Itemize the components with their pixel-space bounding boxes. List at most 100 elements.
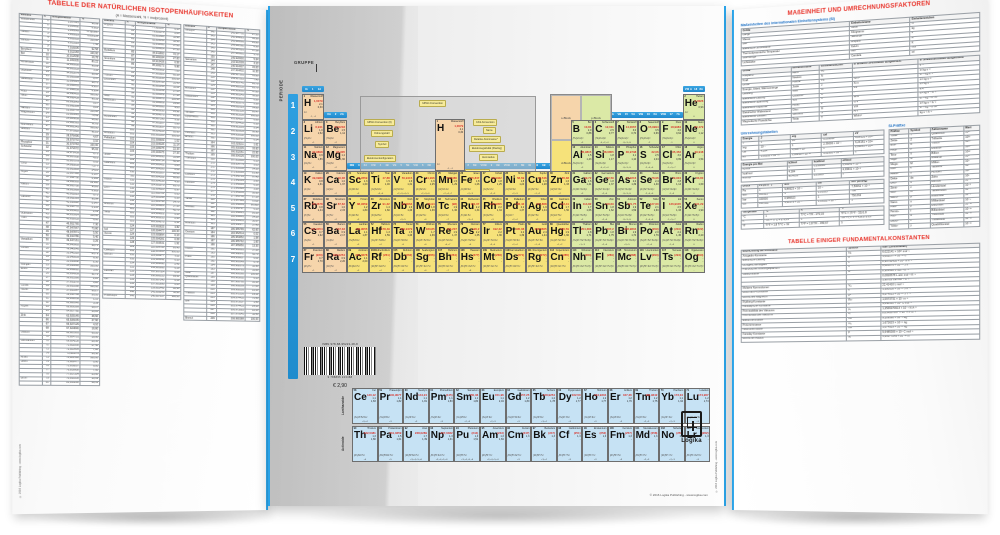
element-cell-In[interactable]: 49 Indium In 114,82 1,7 1,66 [Kr]4d¹⁰5s²5p¹ +3 (570, 196, 594, 222)
element-cell-He[interactable]: 2 Helium He 4,0026-0,93 1s² 0 (682, 94, 706, 120)
element-cell-Y[interactable]: 39 Yttrium Y 88,9059 1,2 1,80 [Kr]4d¹5s² +3 (346, 196, 370, 222)
element-cell-Am[interactable]: 95 Americium Am (243) 1,3 1,84 [Rn]5f⁷7s² +3,+4… (480, 426, 506, 462)
element-cell-Mt[interactable]: 109 Meitnerium Mt (268) - - [Rn]5f¹⁴6d⁷7s² - (481, 247, 504, 274)
element-cell-C[interactable]: 6 Kohlenstoff C 12,011 2,5 0,77 [He]2s²2p² -4,+… (593, 119, 616, 146)
element-cell-Cn[interactable]: 112 Copernicium Cn (285) - - [Rn]5f¹⁴6d¹⁰7s² - (548, 247, 571, 274)
element-cell-As[interactable]: 33 Arsen As 74,9216 2,0 1,39 [Ar]3d¹⁰4s²4p³ -3,… (615, 170, 638, 197)
element-cell-K[interactable]: 19 Kalium K 39,0983 0,8 2,31 [Ar]4s¹ +1 (302, 170, 325, 197)
element-cell-Dy[interactable]: 66 Dysprosium Dy 162,50 1,2 1,77 [Xe]4f¹⁰6s² +3 (556, 388, 583, 424)
element-cell-Os[interactable]: 76 Osmium Os 190,2 2,2 1,35 [Xe]4f¹⁴5d⁶6s² +4 (458, 222, 482, 248)
element-cell-Pd[interactable]: 46 Palladium Pd 106,42 2,2 1,37 [Kr]4d¹⁰ +2,+4 (503, 196, 526, 222)
element-cell-Fr[interactable]: 87 Francium Fr (223) 0,7 2,70 [Rn]7s¹ +1 (302, 247, 325, 274)
element-cell-Li[interactable]: 3 Lithium Li 6,941 1,0 1,52 [He]2s¹ +1 (302, 119, 325, 146)
element-cell-Po[interactable]: 84 Polonium Po (209) 2,0 1,76 [Xe]4f¹⁴5d¹⁰6s²6… (638, 222, 661, 248)
element-cell-W[interactable]: 74 Wolfram W 183,85 1,7 1,39 [Xe]4f¹⁴5d⁴6s² +6 (414, 222, 437, 248)
element-cell-Ir[interactable]: 77 Iridium Ir 192,22 2,2 1,36 [Xe]4f¹⁴5d⁷6s² +3… (481, 222, 504, 248)
element-cell-F[interactable]: 9 Fluor F 18,9984 4,0 0,64 [He]2s²2p⁵ -1 (660, 119, 683, 146)
element-cell-Sm[interactable]: 62 Samarium Sm 150,36 1,1 1,80 [Xe]4f⁶6s² +2,+3 (454, 388, 480, 424)
element-cell-O[interactable]: 8 Sauerstoff O 15,9994 3,5 0,66 [He]2s²2p⁴ -2 (638, 119, 661, 146)
element-cell-Ca[interactable]: 20 Calcium Ca 40,08 1,0 1,97 [Ar]4s² +2 (324, 170, 347, 197)
element-cell-Rn[interactable]: 86 Radon Rn (222) -2,20 [Xe]4f¹⁴5d¹⁰6s²6p⁶ 0 (682, 222, 706, 248)
element-cell-P[interactable]: 15 Phosphor P 30,9738 2,1 1,10 [Ne]3s²3p³ -3,+3… (615, 145, 638, 171)
element-cell-Nh[interactable]: 113 Nihonium Nh (284) - - [Rn]5f¹⁴6d¹⁰7s²7p¹ - (570, 247, 594, 274)
element-cell-Hs[interactable]: 108 Hassium Hs (277) - - [Rn]5f¹⁴6d⁶7s² +8 (458, 247, 482, 274)
element-cell-Ho[interactable]: 67 Holmium Ho 164,9304 1,2 1,77 [Xe]4f¹¹6s² +3 (582, 388, 608, 424)
element-cell-Zn[interactable]: 30 Zink Zn 65,38 1,6 1,33 [Ar]3d¹⁰4s² +2 (548, 170, 571, 197)
element-cell-S[interactable]: 16 Schwefel S 32,06 2,5 1,04 [Ne]3s²3p⁴ -2,+4,+… (638, 145, 661, 171)
element-cell-Si[interactable]: 14 Silicium Si 28,0855 1,8 1,17 [Ne]3s²3p² -4,+… (593, 145, 616, 171)
element-cell-At[interactable]: 85 Astat At (210) 2,2 1,45 [Xe]4f¹⁴5d¹⁰6s²6p⁵ -… (660, 222, 683, 248)
element-cell-Rf[interactable]: 104 Rutherfordium Rf (261) - - [Rn]5f¹⁴6d²7s² +… (369, 247, 392, 274)
element-cell-Co[interactable]: 27 Cobalt Co 58,9332 1,8 1,25 [Ar]3d⁷4s² +2,+3 (481, 170, 504, 197)
element-cell-Bi[interactable]: 83 Bismut Bi 208,9804 1,9 1,70 [Xe]4f¹⁴5d¹⁰6s²… (615, 222, 638, 248)
element-cell-Ru[interactable]: 44 Ruthenium Ru 101,07 2,2 1,34 [Kr]4d⁷5s¹ +3,+… (458, 196, 482, 222)
element-cell-Yb[interactable]: 70 Ytterbium Yb 173,04 1,1 1,94 [Xe]4f¹⁴6s² +2,… (659, 388, 685, 424)
element-cell-Fe[interactable]: 26 Eisen Fe 55,847 1,8 1,26 [Ar]3d⁶4s² +2,+3 (458, 170, 482, 197)
element-cell-Xe[interactable]: 54 Xenon Xe 131,29-1,90 [Kr]4d¹⁰5s²5p⁶ 0 (682, 196, 706, 222)
element-cell-Au[interactable]: 79 Gold Au 196,9665 2,4 1,44 [Xe]4f¹⁴5d¹⁰6s¹ +1… (526, 222, 549, 248)
element-cell-Bk[interactable]: 97 Berkelium Bk (247) 1,3- [Rn]5f⁹7s² +3,+4 (531, 426, 557, 462)
element-cell-Es[interactable]: 99 Einsteinium Es (252) 1,3- [Rn]5f¹¹7s² +3 (582, 426, 608, 462)
element-cell-Cm[interactable]: 96 Curium Cm (247) 1,3- [Rn]5f⁷6d¹7s² +3 (505, 426, 532, 462)
element-cell-Pr[interactable]: 59 Praseodym Pr 140,9077 1,1 1,82 [Xe]4f³6s² +3 (377, 388, 404, 424)
element-cell-Pm[interactable]: 61 Promethium Pm (145) 1,1 1,80 [Xe]4f⁵6s² +3 (428, 388, 455, 424)
element-cell-Br[interactable]: 35 Brom Br 79,904 2,8 1,14 [Ar]3d¹⁰4s²4p⁵ -1,+5 (660, 170, 683, 197)
element-cell-Og[interactable]: 118 Oganesson Og (294) - - [Rn]5f¹⁴6d¹⁰7s²7p⁶ - (682, 247, 706, 274)
element-cell-Mn[interactable]: 25 Mangan Mn 54,9380 1,5 1,29 [Ar]3d⁵4s² +2,+4,… (436, 170, 459, 197)
element-cell-Ne[interactable]: 10 Neon Ne 20,179-1,12 [He]2s²2p⁶ 0 (682, 119, 706, 146)
element-cell-Bh[interactable]: 107 Bohrium Bh (264) - - [Rn]5f¹⁴6d⁵7s² +7 (436, 247, 459, 274)
element-cell-H[interactable]: 1 Wasserstoff H 1,0079 2,1 0,30 1s¹ -1, +1 (302, 94, 325, 120)
element-cell-Tc[interactable]: 43 Technetium Tc (98) 1,9 1,36 [Kr]4d⁵5s² +7 (436, 196, 459, 222)
element-cell-Ts[interactable]: 117 Tenness Ts (294) - - [Rn]5f¹⁴6d¹⁰7s²7p⁵ - (660, 247, 683, 274)
element-cell-Sn[interactable]: 50 Zinn Sn 118,69 1,8 1,62 [Kr]4d¹⁰5s²5p² +2,+4 (593, 196, 616, 222)
element-cell-Cs[interactable]: 55 Caesium Cs 132,9054 0,7 2,62 [Xe]6s¹ +1 (302, 222, 325, 248)
element-cell-Ga[interactable]: 31 Gallium Ga 69,72 1,6 1,41 [Ar]3d¹⁰4s²4p¹ +3 (570, 170, 594, 197)
element-cell-Ba[interactable]: 56 Barium Ba 137,33 0,9 2,17 [Xe]6s² +2 (324, 222, 347, 248)
element-cell-Al[interactable]: 13 Aluminium Al 26,9815 1,5 1,43 [Ne]3s²3p¹ +3 (570, 145, 594, 171)
element-cell-Na[interactable]: 11 Natrium Na 22,9898 0,9 1,86 [Ne]3s¹ +1 (302, 145, 325, 171)
element-cell-Sr[interactable]: 38 Strontium Sr 87,62 1,0 2,15 [Kr]5s² +2 (324, 196, 347, 222)
element-cell-Rg[interactable]: 111 Roentgenium Rg (272) - - [Rn]5f¹⁴6d⁹7s² - (526, 247, 549, 274)
element-cell-Cu[interactable]: 29 Kupfer Cu 63,546 1,9 1,28 [Ar]3d¹⁰4s¹ +1,+2 (526, 170, 549, 197)
element-cell-Re[interactable]: 75 Rhenium Re 186,207 1,9 1,37 [Xe]4f¹⁴5d⁵6s² +… (436, 222, 459, 248)
element-cell-Md[interactable]: 101 Mendelevium Md (258) 1,3- [Rn]5f¹³7s² +2,+… (633, 426, 660, 462)
element-cell-Pu[interactable]: 94 Plutonium Pu (244) 1,3 1,51 [Rn]5f⁶7s² +3,+4… (454, 426, 480, 462)
element-cell-Ar[interactable]: 18 Argon Ar 39,948-1,54 [Ne]3s²3p⁶ 0 (682, 145, 706, 171)
element-cell-I[interactable]: 53 Iod I 126,9045 2,5 1,33 [Kr]4d¹⁰5s²5p⁵ -1,+5… (660, 196, 683, 222)
element-cell-Sg[interactable]: 106 Seaborgium Sg (266) - - [Rn]5f¹⁴6d⁴7s² +6 (414, 247, 437, 274)
element-cell-Tm[interactable]: 69 Thulium Tm 168,9342 1,2 1,75 [Xe]4f¹³6s² +2,… (633, 388, 660, 424)
element-cell-Ti[interactable]: 22 Titan Ti 47,88 1,5 1,46 [Ar]3d²4s² +3,+4 (369, 170, 392, 197)
element-cell-Ta[interactable]: 73 Tantal Ta 180,9479 1,5 1,46 [Xe]4f¹⁴5d³6s² +… (391, 222, 414, 248)
element-cell-Pb[interactable]: 82 Blei Pb 207,2 1,8 1,75 [Xe]4f¹⁴5d¹⁰6s²6p² +2… (593, 222, 616, 248)
element-cell-Gd[interactable]: 64 Gadolinium Gd 157,25 1,2 1,80 [Xe]4f⁷5d¹6s²… (505, 388, 532, 424)
element-cell-V[interactable]: 23 Vanadium V 50,9415 1,6 1,31 [Ar]3d³4s² +2,+3… (391, 170, 414, 197)
element-cell-Te[interactable]: 52 Tellur Te 127,60 2,1 1,60 [Kr]4d¹⁰5s²5p⁴ -2,… (638, 196, 661, 222)
element-cell-Mg[interactable]: 12 Magnesium Mg 24,305 1,2 1,60 [Ne]3s² +2 (324, 145, 347, 171)
element-cell-Lv[interactable]: 116 Livermorium Lv (293) - - [Rn]5f¹⁴6d¹⁰7s²7p… (638, 247, 661, 274)
element-cell-Be[interactable]: 4 Beryllium Be 9,01218 1,5 1,12 [He]2s² +2 (324, 119, 347, 146)
element-cell-No[interactable]: 102 Nobelium No (259) 1,3- [Rn]5f¹⁴7s² +2,+3 (659, 426, 685, 462)
element-cell-Ds[interactable]: 110 Darmstadtium Ds (271) - - [Rn]5f¹⁴6d⁸7s² - (503, 247, 526, 274)
element-cell-Er[interactable]: 68 Erbium Er 167,26 1,2 1,76 [Xe]4f¹²6s² +3 (608, 388, 634, 424)
element-cell-Cr[interactable]: 24 Chrom Cr 51,996 1,6 1,25 [Ar]3d⁵4s¹ +2,+3,+6 (414, 170, 437, 197)
element-cell-Cf[interactable]: 98 Californium Cf (251) 1,3- [Rn]5f¹⁰7s² +3 (556, 426, 583, 462)
element-cell-Pt[interactable]: 78 Platin Pt 195,08 2,2 1,39 [Xe]4f¹⁴5d⁹6s¹ +2,… (503, 222, 526, 248)
element-cell-Ra[interactable]: 88 Radium Ra 226,0254 0,9 2,20 [Rn]7s² +2 (324, 247, 347, 274)
element-cell-Tl[interactable]: 81 Thallium Tl 204,383 1,8 1,71 [Xe]4f¹⁴5d¹⁰6s… (570, 222, 594, 248)
element-cell-Cd[interactable]: 48 Cadmium Cd 112,41 1,7 1,50 [Kr]4d¹⁰5s² +2 (548, 196, 571, 222)
element-cell-Pa[interactable]: 91 Protactinium Pa 231,0359 1,5 1,61 [Rn]5f²6d… (377, 426, 404, 462)
element-cell-Hf[interactable]: 72 Hafnium Hf 178,49 1,3 1,59 [Xe]4f¹⁴5d²6s² +4 (369, 222, 392, 248)
element-cell-Th[interactable]: 90 Thorium Th 232,0381 1,3 1,80 [Rn]6d²7s² +4 (352, 426, 378, 462)
element-cell-La[interactable]: 57 Lanthan La 138,9055 1,1 1,87 [Xe]5d¹6s² +3 (346, 222, 370, 248)
element-cell-Ni[interactable]: 28 Nickel Ni 58,69 1,8 1,24 [Ar]3d⁸4s² +2,+3 (503, 170, 526, 197)
element-cell-Zr[interactable]: 40 Zirconium Zr 91,22 1,4 1,60 [Kr]4d²5s² +4 (369, 196, 392, 222)
element-cell-Se[interactable]: 34 Selen Se 78,96 2,4 1,40 [Ar]3d¹⁰4s²4p⁴ -2,+4… (638, 170, 661, 197)
element-cell-N[interactable]: 7 Stickstoff N 14,0067 3,0 0,70 [He]2s²2p³ -3,+… (615, 119, 638, 146)
element-cell-Ag[interactable]: 47 Silber Ag 107,868 1,9 1,44 [Kr]4d¹⁰5s¹ +1 (526, 196, 549, 222)
element-cell-Tb[interactable]: 65 Terbium Tb 158,9254 1,2 1,78 [Xe]4f⁹6s² +3,+… (531, 388, 557, 424)
element-cell-Fm[interactable]: 100 Fermium Fm (257) 1,3- [Rn]5f¹²7s² +3 (608, 426, 634, 462)
element-cell-Cl[interactable]: 17 Chlor Cl 35,453 3,0 0,99 [Ne]3s²3p⁵ -1,+5,+7 (660, 145, 683, 171)
element-cell-Lu[interactable]: 71 Lutetium Lu 174,967 1,2 1,73 [Xe]4f¹⁴5d¹6s²… (684, 388, 711, 424)
element-cell-Np[interactable]: 93 Neptunium Np 237,0482 1,3 1,31 [Rn]5f⁴6d¹7s… (428, 426, 455, 462)
element-cell-Rh[interactable]: 45 Rhodium Rh 102,9055 2,2 1,34 [Kr]4d⁸5s¹ +3 (481, 196, 504, 222)
